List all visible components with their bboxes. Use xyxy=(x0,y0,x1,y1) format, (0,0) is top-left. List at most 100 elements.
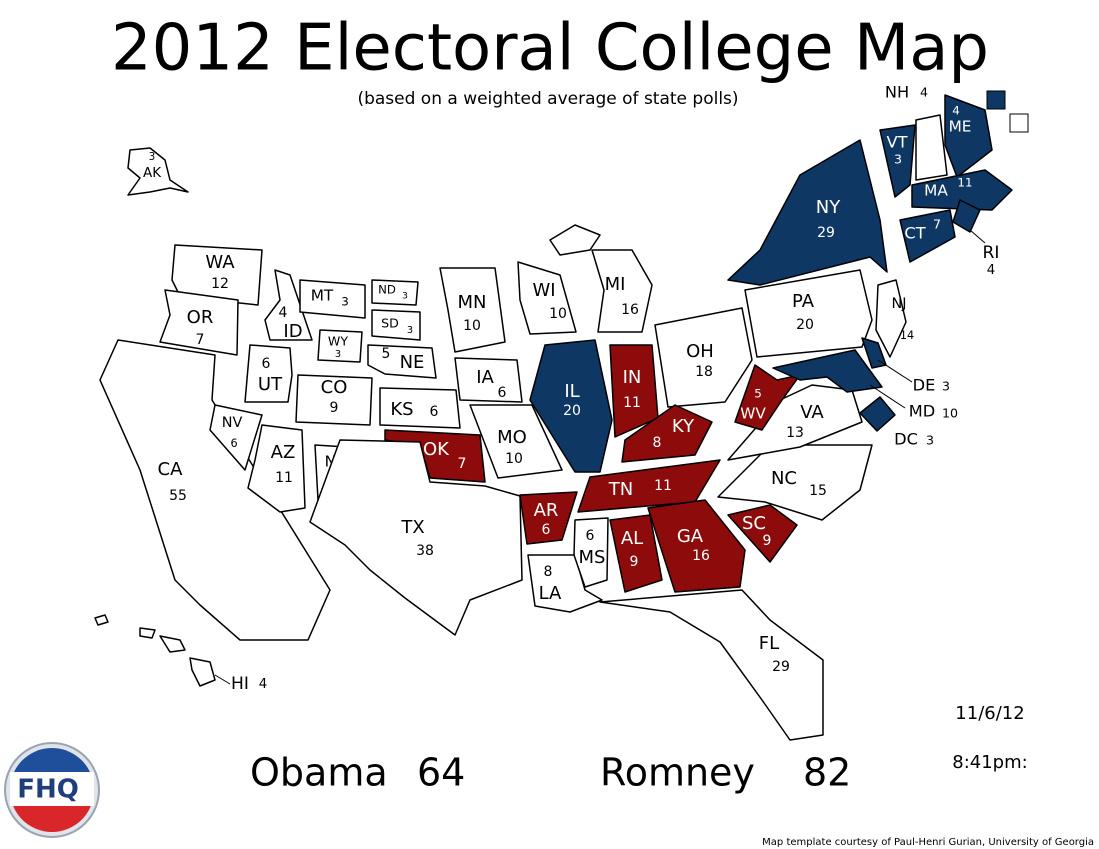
state xyxy=(469,404,563,479)
state-abbr: TN xyxy=(608,479,633,500)
state xyxy=(519,491,578,545)
state-abbr: CO xyxy=(321,377,348,398)
state xyxy=(744,269,873,358)
state-votes: 29 xyxy=(817,225,835,241)
state-abbr: ND xyxy=(378,283,396,297)
state xyxy=(879,124,916,198)
state-abbr: ME xyxy=(949,118,972,136)
state-abbr: MS xyxy=(579,547,606,568)
state-votes: 3 xyxy=(341,295,349,309)
state xyxy=(517,261,577,335)
state xyxy=(772,349,883,393)
state-votes: 3 xyxy=(335,349,341,360)
state-votes: 4 xyxy=(952,104,960,118)
state-abbr: CA xyxy=(158,459,184,480)
state-abbr: FL xyxy=(759,633,779,654)
state-votes: 14 xyxy=(900,329,914,342)
state-abbr: ID xyxy=(283,321,302,342)
logo: FHQ xyxy=(4,742,100,838)
state-abbr: MO xyxy=(497,427,527,448)
state-votes: 10 xyxy=(942,406,958,421)
state-votes: 7 xyxy=(933,217,941,232)
state xyxy=(439,267,506,353)
state-votes: 6 xyxy=(498,385,507,401)
state-votes: 6 xyxy=(230,437,237,450)
state-abbr: KS xyxy=(390,399,413,420)
state-votes: 11 xyxy=(957,176,972,190)
leader-line xyxy=(877,359,913,383)
state-abbr: OK xyxy=(423,439,450,460)
state-abbr: NE xyxy=(400,352,425,373)
state xyxy=(944,94,993,178)
state-abbr: IN xyxy=(623,367,642,388)
state-abbr: AL xyxy=(621,528,643,549)
state-abbr: AK xyxy=(143,165,162,181)
state-abbr: SC xyxy=(742,513,766,534)
total-name: Romney xyxy=(600,751,755,795)
state xyxy=(189,657,216,687)
state-votes: 16 xyxy=(692,548,710,564)
state-abbr: SD xyxy=(381,316,399,331)
leader-line xyxy=(869,384,906,409)
state-abbr: RI xyxy=(983,243,1000,263)
state-votes: 11 xyxy=(654,478,672,494)
leader-line xyxy=(214,674,231,685)
state xyxy=(859,396,896,432)
state xyxy=(647,499,746,593)
total-votes: 64 xyxy=(417,751,465,795)
logo-text: FHQ xyxy=(17,775,79,805)
leader-line xyxy=(969,229,986,244)
state-abbr: NH xyxy=(885,83,909,102)
state-abbr: IL xyxy=(564,381,579,402)
state-votes: 8 xyxy=(653,435,662,451)
state xyxy=(209,404,263,471)
state xyxy=(609,514,663,593)
state-votes: 4 xyxy=(920,85,928,100)
state xyxy=(875,279,907,358)
state-votes: 9 xyxy=(330,400,339,416)
state xyxy=(952,199,981,233)
state-votes: 7 xyxy=(458,456,467,472)
state-abbr: WV xyxy=(740,405,766,423)
state xyxy=(367,344,437,379)
state xyxy=(264,269,313,341)
state-votes: 11 xyxy=(275,470,293,486)
state-abbr: UT xyxy=(258,374,283,395)
state-abbr: DE xyxy=(913,376,936,395)
state-abbr: WA xyxy=(205,252,235,273)
state-votes: 9 xyxy=(630,554,639,570)
total-votes: 82 xyxy=(803,751,851,795)
state-votes: 8 xyxy=(544,564,553,580)
state xyxy=(454,357,523,403)
legend-swatch xyxy=(986,90,1006,110)
credit: Map template courtesy of Paul-Henri Guri… xyxy=(762,837,1094,848)
state-votes: 9 xyxy=(763,533,772,549)
state-abbr: AR xyxy=(534,500,559,521)
state-votes: 20 xyxy=(563,403,581,419)
state xyxy=(99,339,331,641)
state-votes: 6 xyxy=(430,404,439,420)
state-abbr: OR xyxy=(187,307,214,328)
state-votes: 4 xyxy=(987,263,995,278)
state-votes: 6 xyxy=(586,528,595,544)
state xyxy=(899,209,956,263)
state xyxy=(159,289,239,356)
state xyxy=(94,614,109,626)
state xyxy=(529,339,613,473)
state-votes: 29 xyxy=(772,659,790,675)
state-votes: 15 xyxy=(809,483,827,499)
state-abbr: OH xyxy=(686,341,714,362)
state xyxy=(139,627,156,639)
title: 2012 Electoral College Map xyxy=(111,12,989,86)
state-abbr: AZ xyxy=(271,442,296,463)
state-votes: 3 xyxy=(149,151,156,163)
state xyxy=(727,504,798,563)
state xyxy=(247,424,306,513)
state-votes: 11 xyxy=(623,395,641,411)
state-votes: 13 xyxy=(786,425,804,441)
state xyxy=(591,249,653,333)
state xyxy=(727,139,888,286)
